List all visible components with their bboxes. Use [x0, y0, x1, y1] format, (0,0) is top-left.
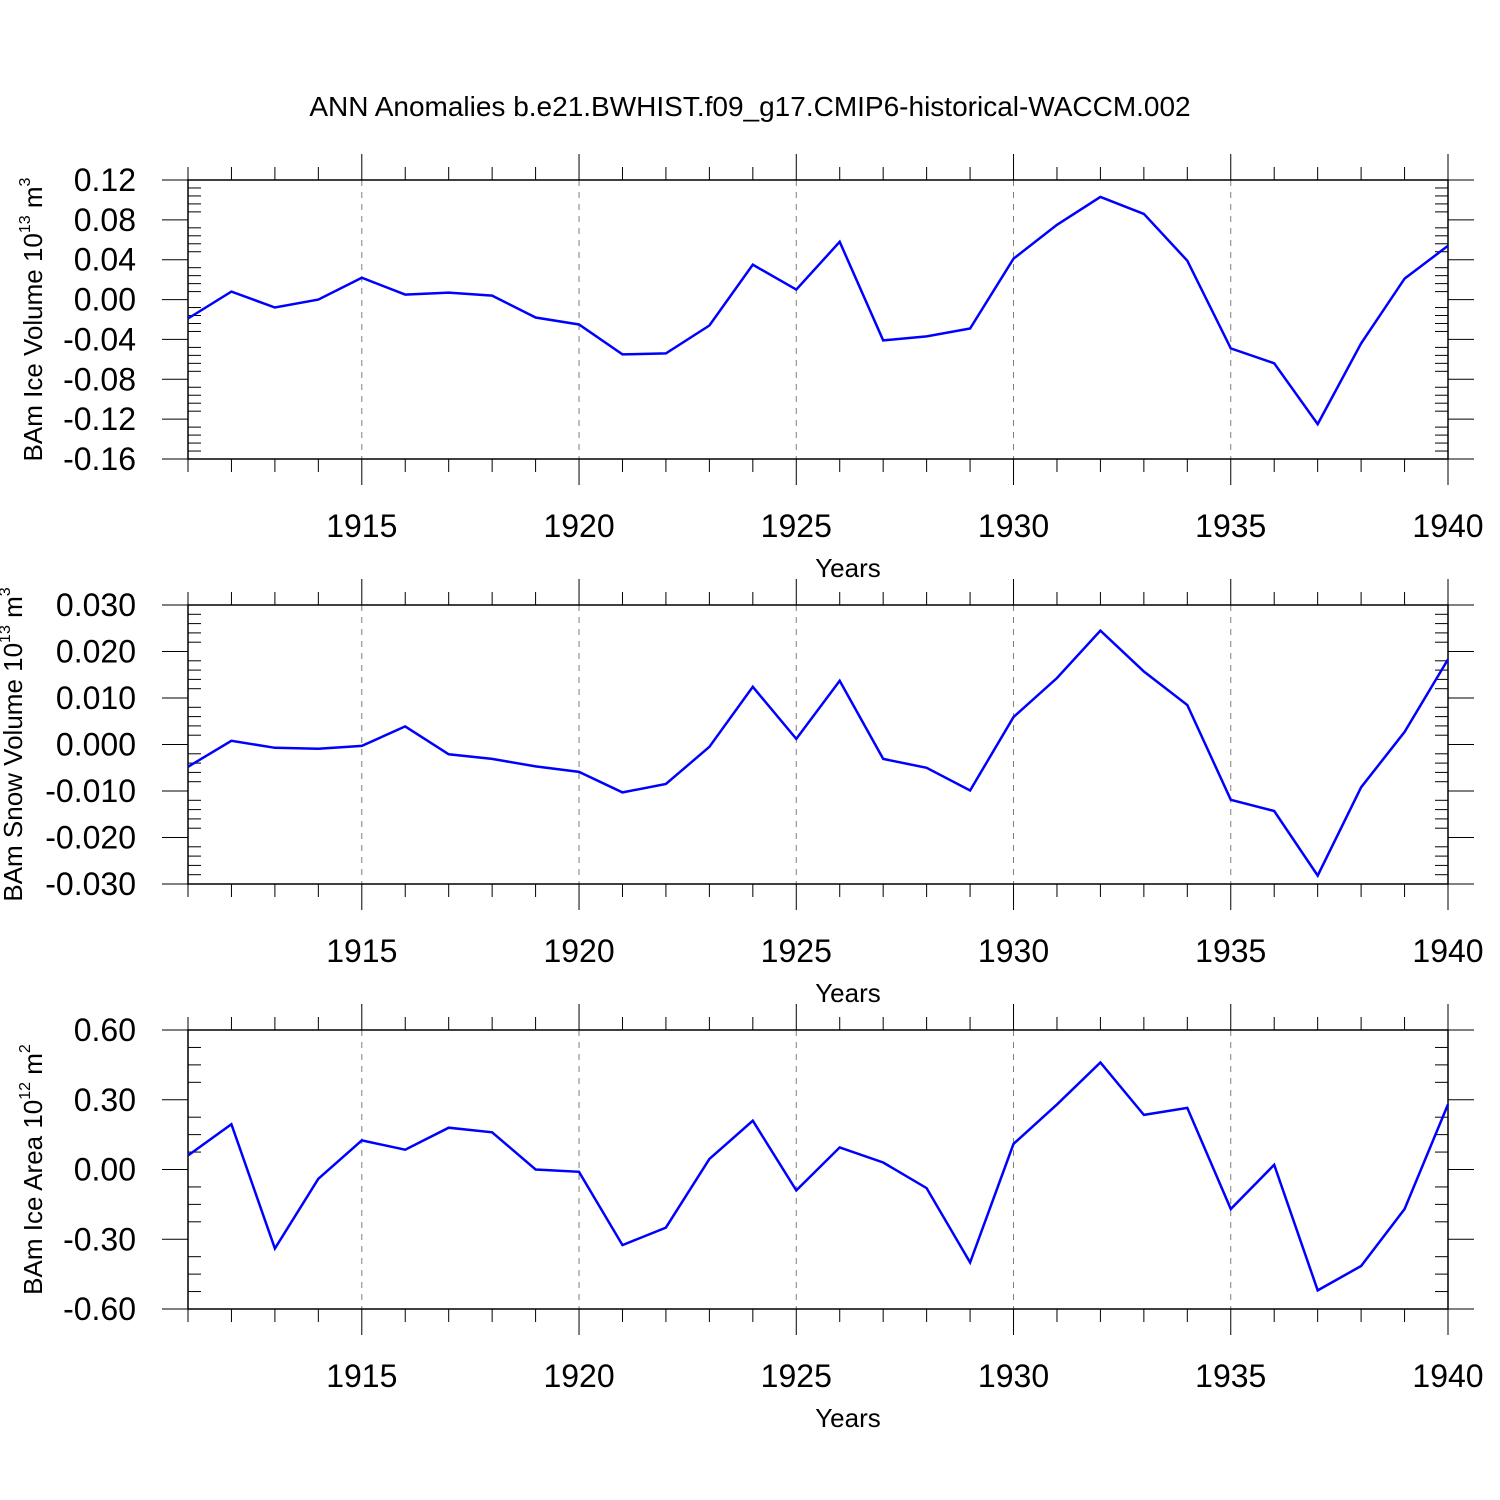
plot-frame: [187, 179, 1449, 460]
x-tick-label: 1915: [326, 1358, 397, 1394]
x-tick-label: 1925: [761, 1358, 832, 1394]
y-tick-label: -0.60: [63, 1291, 136, 1327]
y-tick-label: 0.04: [74, 242, 136, 278]
x-tick-label: 1920: [543, 508, 614, 544]
y-tick-label: 0.020: [56, 634, 136, 670]
y-axis-label: BAm Ice Volume 1013 m3: [17, 177, 48, 461]
x-tick-label: 1935: [1195, 508, 1266, 544]
x-tick-label: 1920: [543, 1358, 614, 1394]
x-tick-label: 1940: [1412, 508, 1483, 544]
y-tick-label: -0.12: [63, 401, 136, 437]
y-axis-label-unit: m: [18, 1053, 48, 1082]
plot-frame: [187, 604, 1449, 885]
y-axis-label-text: BAm Snow Volume 10: [0, 643, 28, 902]
y-axis-label: BAm Snow Volume 1013 m3: [0, 587, 28, 901]
x-tick-label: 1915: [326, 933, 397, 969]
x-tick-label: 1925: [761, 508, 832, 544]
y-tick-label: 0.08: [74, 202, 136, 238]
x-tick-label: 1930: [978, 508, 1049, 544]
y-tick-label: 0.010: [56, 680, 136, 716]
y-axis-label: BAm Ice Area 1012 m2: [17, 1044, 48, 1295]
y-axis-label-unit-exponent: 3: [17, 177, 34, 186]
series-line: [187, 628, 1450, 879]
x-tick-label: 1930: [978, 933, 1049, 969]
chart-title: ANN Anomalies b.e21.BWHIST.f09_g17.CMIP6…: [309, 91, 1190, 122]
y-tick-label: 0.30: [74, 1082, 136, 1118]
y-tick-label: 0.00: [74, 1152, 136, 1188]
x-axis-label: Years: [815, 978, 881, 1008]
x-tick-label: 1920: [543, 933, 614, 969]
y-axis-label-exponent: 13: [0, 625, 14, 643]
y-tick-label: 0.60: [74, 1012, 136, 1048]
y-axis-label-exponent: 13: [17, 215, 34, 233]
panel-1: 0.12 0.08 0.04 0.00-0.04 -0.08 -0.12 -0.16 1915…: [17, 154, 1484, 583]
y-tick-label: -0.010: [45, 773, 136, 809]
x-tick-label: 1915: [326, 508, 397, 544]
y-tick-label: -0.04: [63, 321, 136, 357]
x-axis-label: Years: [815, 553, 881, 583]
x-axis-label: Years: [815, 1403, 881, 1433]
y-tick-label: -0.30: [63, 1221, 136, 1257]
x-tick-label: 1930: [978, 1358, 1049, 1394]
y-axis-label-unit-exponent: 3: [0, 587, 14, 596]
y-axis-label-exponent: 12: [17, 1082, 34, 1100]
x-tick-label: 1925: [761, 933, 832, 969]
x-tick-label: 1935: [1195, 1358, 1266, 1394]
y-tick-label: 0.000: [56, 727, 136, 763]
y-tick-label: -0.030: [45, 866, 136, 902]
series-line: [187, 195, 1449, 427]
y-axis-label-unit: m: [18, 186, 48, 215]
y-axis-label-unit: m: [0, 596, 28, 625]
y-tick-label: 0.12: [74, 162, 136, 198]
y-tick-label: -0.16: [63, 441, 136, 477]
x-tick-label: 1935: [1195, 933, 1266, 969]
panel-2: 0.030 0.020 0.010 0.000 -0.010 -0.020 -0.030 19…: [0, 579, 1484, 1008]
series-line: [187, 1060, 1450, 1293]
x-tick-label: 1940: [1412, 1358, 1483, 1394]
y-tick-label: -0.08: [63, 361, 136, 397]
y-axis-label-text: BAm Ice Area 10: [18, 1100, 48, 1295]
y-axis-label-text: BAm Ice Volume 10: [18, 233, 48, 461]
panel-3: 0.60 0.30 0.00 -0.30 -0.60 1915 1920 1925 1930 19…: [17, 1004, 1484, 1433]
y-tick-label: 0.00: [74, 282, 136, 318]
y-axis-label-unit-exponent: 2: [17, 1044, 34, 1053]
y-tick-label: -0.020: [45, 820, 136, 856]
y-tick-label: 0.030: [56, 587, 136, 623]
x-tick-label: 1940: [1412, 933, 1483, 969]
